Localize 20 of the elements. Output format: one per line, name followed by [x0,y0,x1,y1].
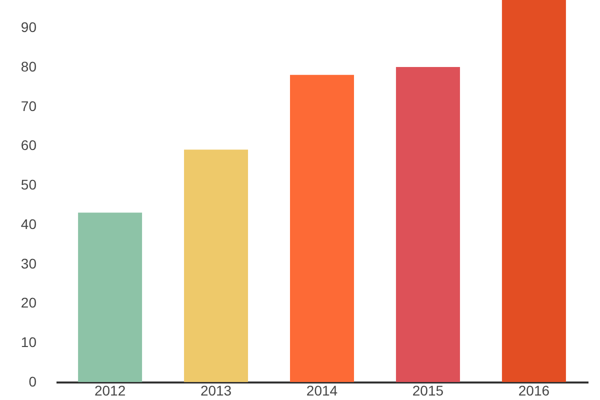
y-tick-label: 90 [20,19,37,36]
y-tick-label: 10 [20,334,37,350]
y-tick-label: 70 [20,98,37,114]
x-tick-label: 2015 [412,382,444,398]
y-tick-label: 80 [20,58,37,74]
x-tick-label: 2016 [518,382,550,398]
x-tick-label: 2012 [94,382,126,398]
bar [396,66,460,382]
x-tick-label: 2013 [200,382,232,398]
bar [184,150,248,382]
bar [290,74,354,382]
y-tick-label: 50 [20,176,37,193]
bar [502,0,566,382]
y-tick-label: 20 [20,294,37,311]
y-tick-label: 0 [28,374,37,390]
y-tick-label: 40 [20,216,37,232]
x-tick-label: 2014 [306,382,338,398]
y-tick-label: 30 [20,255,37,272]
bar [78,212,142,382]
y-tick-label: 60 [20,137,37,154]
